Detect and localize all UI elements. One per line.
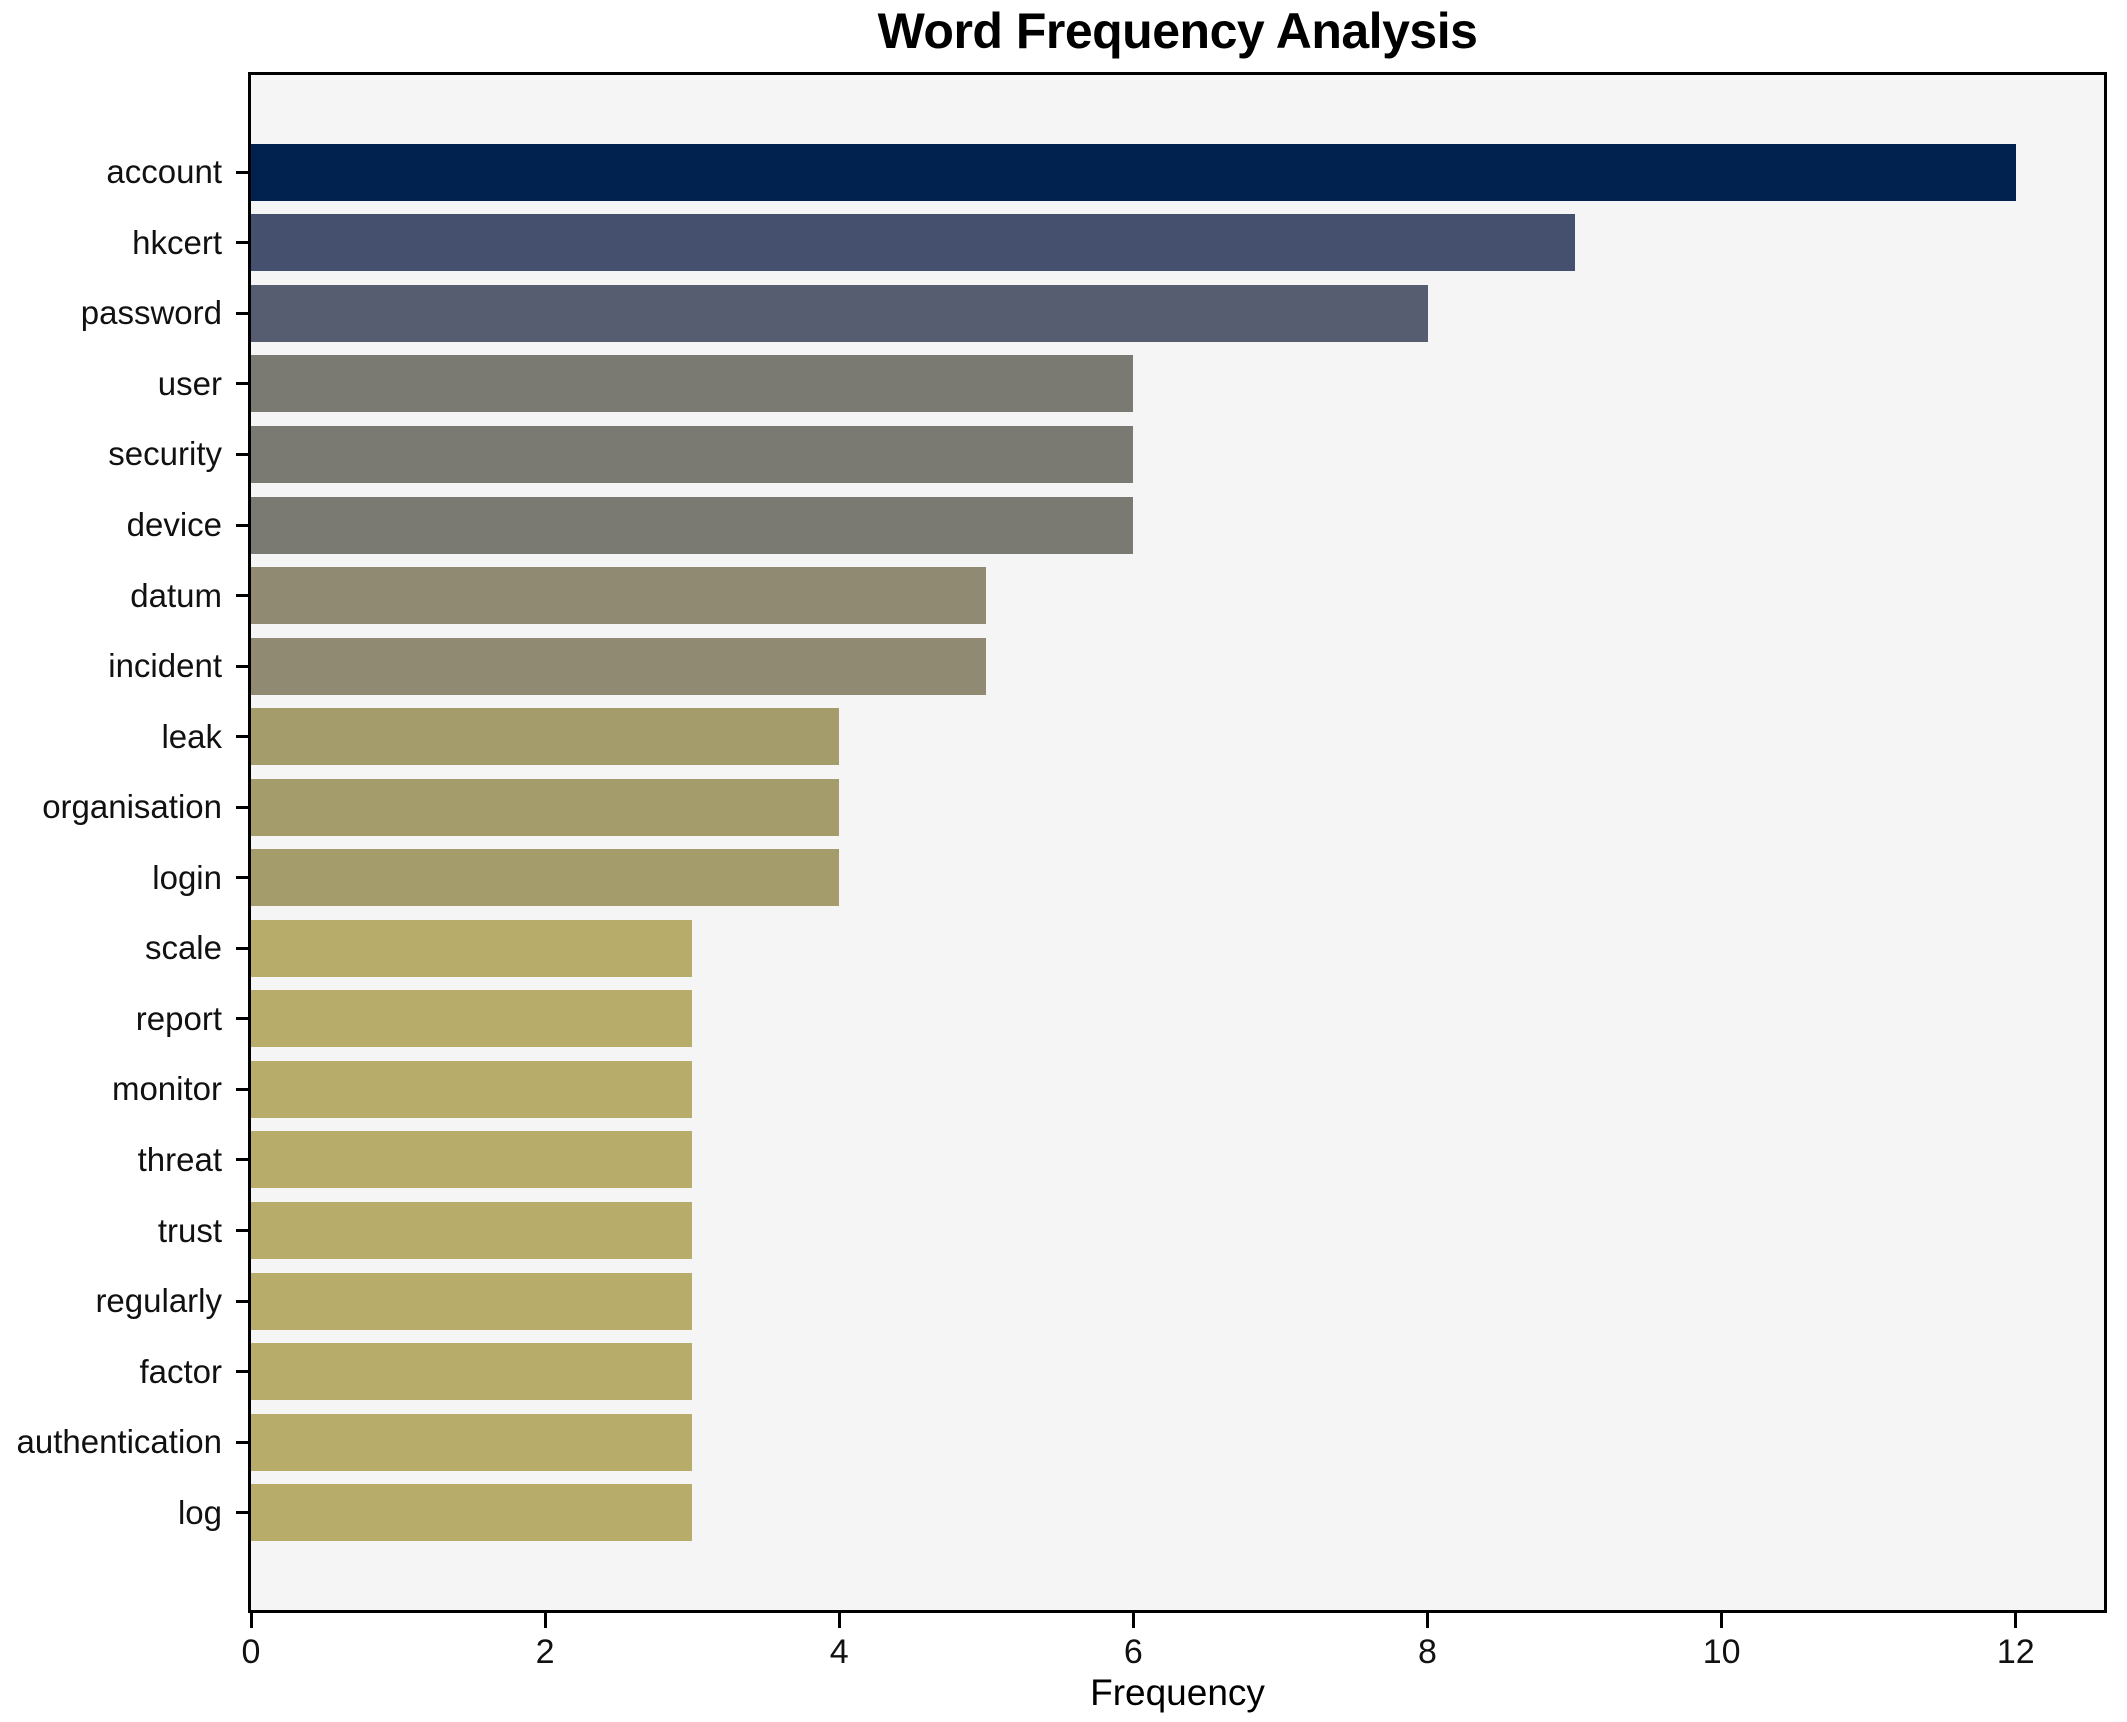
plot-area <box>248 72 2107 1613</box>
x-tick-mark <box>2014 1613 2018 1628</box>
bar-factor <box>251 1343 693 1401</box>
bar-account <box>251 143 2016 201</box>
bar-login <box>251 849 840 907</box>
x-tick-label-12: 12 <box>1996 1633 2035 1671</box>
y-tick-mark <box>236 1370 248 1374</box>
y-tick-mark <box>236 1511 248 1515</box>
bar-device <box>251 496 1134 554</box>
y-tick-label-scale: scale <box>144 929 222 967</box>
x-tick-mark <box>1131 1613 1135 1628</box>
bar-incident <box>251 637 987 695</box>
x-tick-label-6: 6 <box>1123 1633 1143 1671</box>
y-tick-mark <box>236 311 248 315</box>
x-tick-label-4: 4 <box>829 1633 849 1671</box>
y-tick-label-leak: leak <box>161 717 222 755</box>
y-tick-mark <box>236 382 248 386</box>
bar-report <box>251 990 693 1048</box>
y-tick-label-account: account <box>106 153 222 191</box>
y-tick-label-datum: datum <box>130 576 222 614</box>
y-tick-label-log: log <box>177 1493 222 1531</box>
y-tick-mark <box>236 805 248 809</box>
bar-monitor <box>251 1060 693 1118</box>
y-tick-mark <box>236 1017 248 1021</box>
y-tick-mark <box>236 241 248 245</box>
bar-leak <box>251 708 840 766</box>
bar-datum <box>251 567 987 625</box>
x-tick-label-8: 8 <box>1418 1633 1437 1671</box>
y-tick-label-regularly: regularly <box>95 1282 222 1320</box>
y-tick-label-threat: threat <box>137 1140 222 1178</box>
bar-threat <box>251 1131 693 1189</box>
y-tick-mark <box>236 1299 248 1303</box>
bar-trust <box>251 1202 693 1260</box>
bar-authentication <box>251 1413 693 1471</box>
y-tick-mark <box>236 1158 248 1162</box>
bar-scale <box>251 919 693 977</box>
chart-title: Word Frequency Analysis <box>877 3 1478 59</box>
x-tick-mark <box>837 1613 841 1628</box>
y-tick-mark <box>236 1440 248 1444</box>
bar-log <box>251 1484 693 1542</box>
bar-hkcert <box>251 214 1575 272</box>
y-tick-label-hkcert: hkcert <box>132 223 222 261</box>
y-tick-label-security: security <box>108 435 222 473</box>
x-tick-label-10: 10 <box>1702 1633 1741 1671</box>
y-tick-label-factor: factor <box>139 1352 222 1390</box>
y-tick-mark <box>236 735 248 739</box>
bar-security <box>251 425 1134 483</box>
y-tick-label-user: user <box>157 364 222 402</box>
bar-user <box>251 355 1134 413</box>
y-tick-label-password: password <box>80 294 222 332</box>
x-tick-mark <box>1426 1613 1429 1628</box>
y-tick-label-device: device <box>126 506 222 544</box>
x-tick-mark <box>543 1613 547 1628</box>
y-tick-label-report: report <box>135 999 222 1037</box>
bar-regularly <box>251 1272 693 1330</box>
y-tick-mark <box>236 452 248 456</box>
bar-organisation <box>251 778 840 836</box>
y-tick-label-trust: trust <box>157 1211 222 1249</box>
x-tick-mark <box>249 1613 253 1628</box>
y-tick-mark <box>236 170 248 174</box>
bar-password <box>251 284 1428 342</box>
y-tick-mark <box>236 946 248 950</box>
y-tick-label-login: login <box>152 858 222 896</box>
x-tick-label-0: 0 <box>241 1633 261 1671</box>
y-tick-mark <box>236 664 248 668</box>
y-tick-label-incident: incident <box>108 647 222 685</box>
x-tick-label-2: 2 <box>535 1633 555 1671</box>
x-tick-mark <box>1720 1613 1724 1628</box>
y-tick-mark <box>236 594 248 598</box>
y-tick-label-organisation: organisation <box>42 788 222 826</box>
y-tick-mark <box>236 1087 248 1091</box>
x-axis-title: Frequency <box>1090 1672 1265 1713</box>
y-tick-label-authentication: authentication <box>16 1423 223 1461</box>
y-tick-mark <box>236 876 248 880</box>
y-tick-mark <box>236 1229 248 1233</box>
y-tick-mark <box>236 523 248 527</box>
y-tick-label-monitor: monitor <box>111 1070 222 1108</box>
